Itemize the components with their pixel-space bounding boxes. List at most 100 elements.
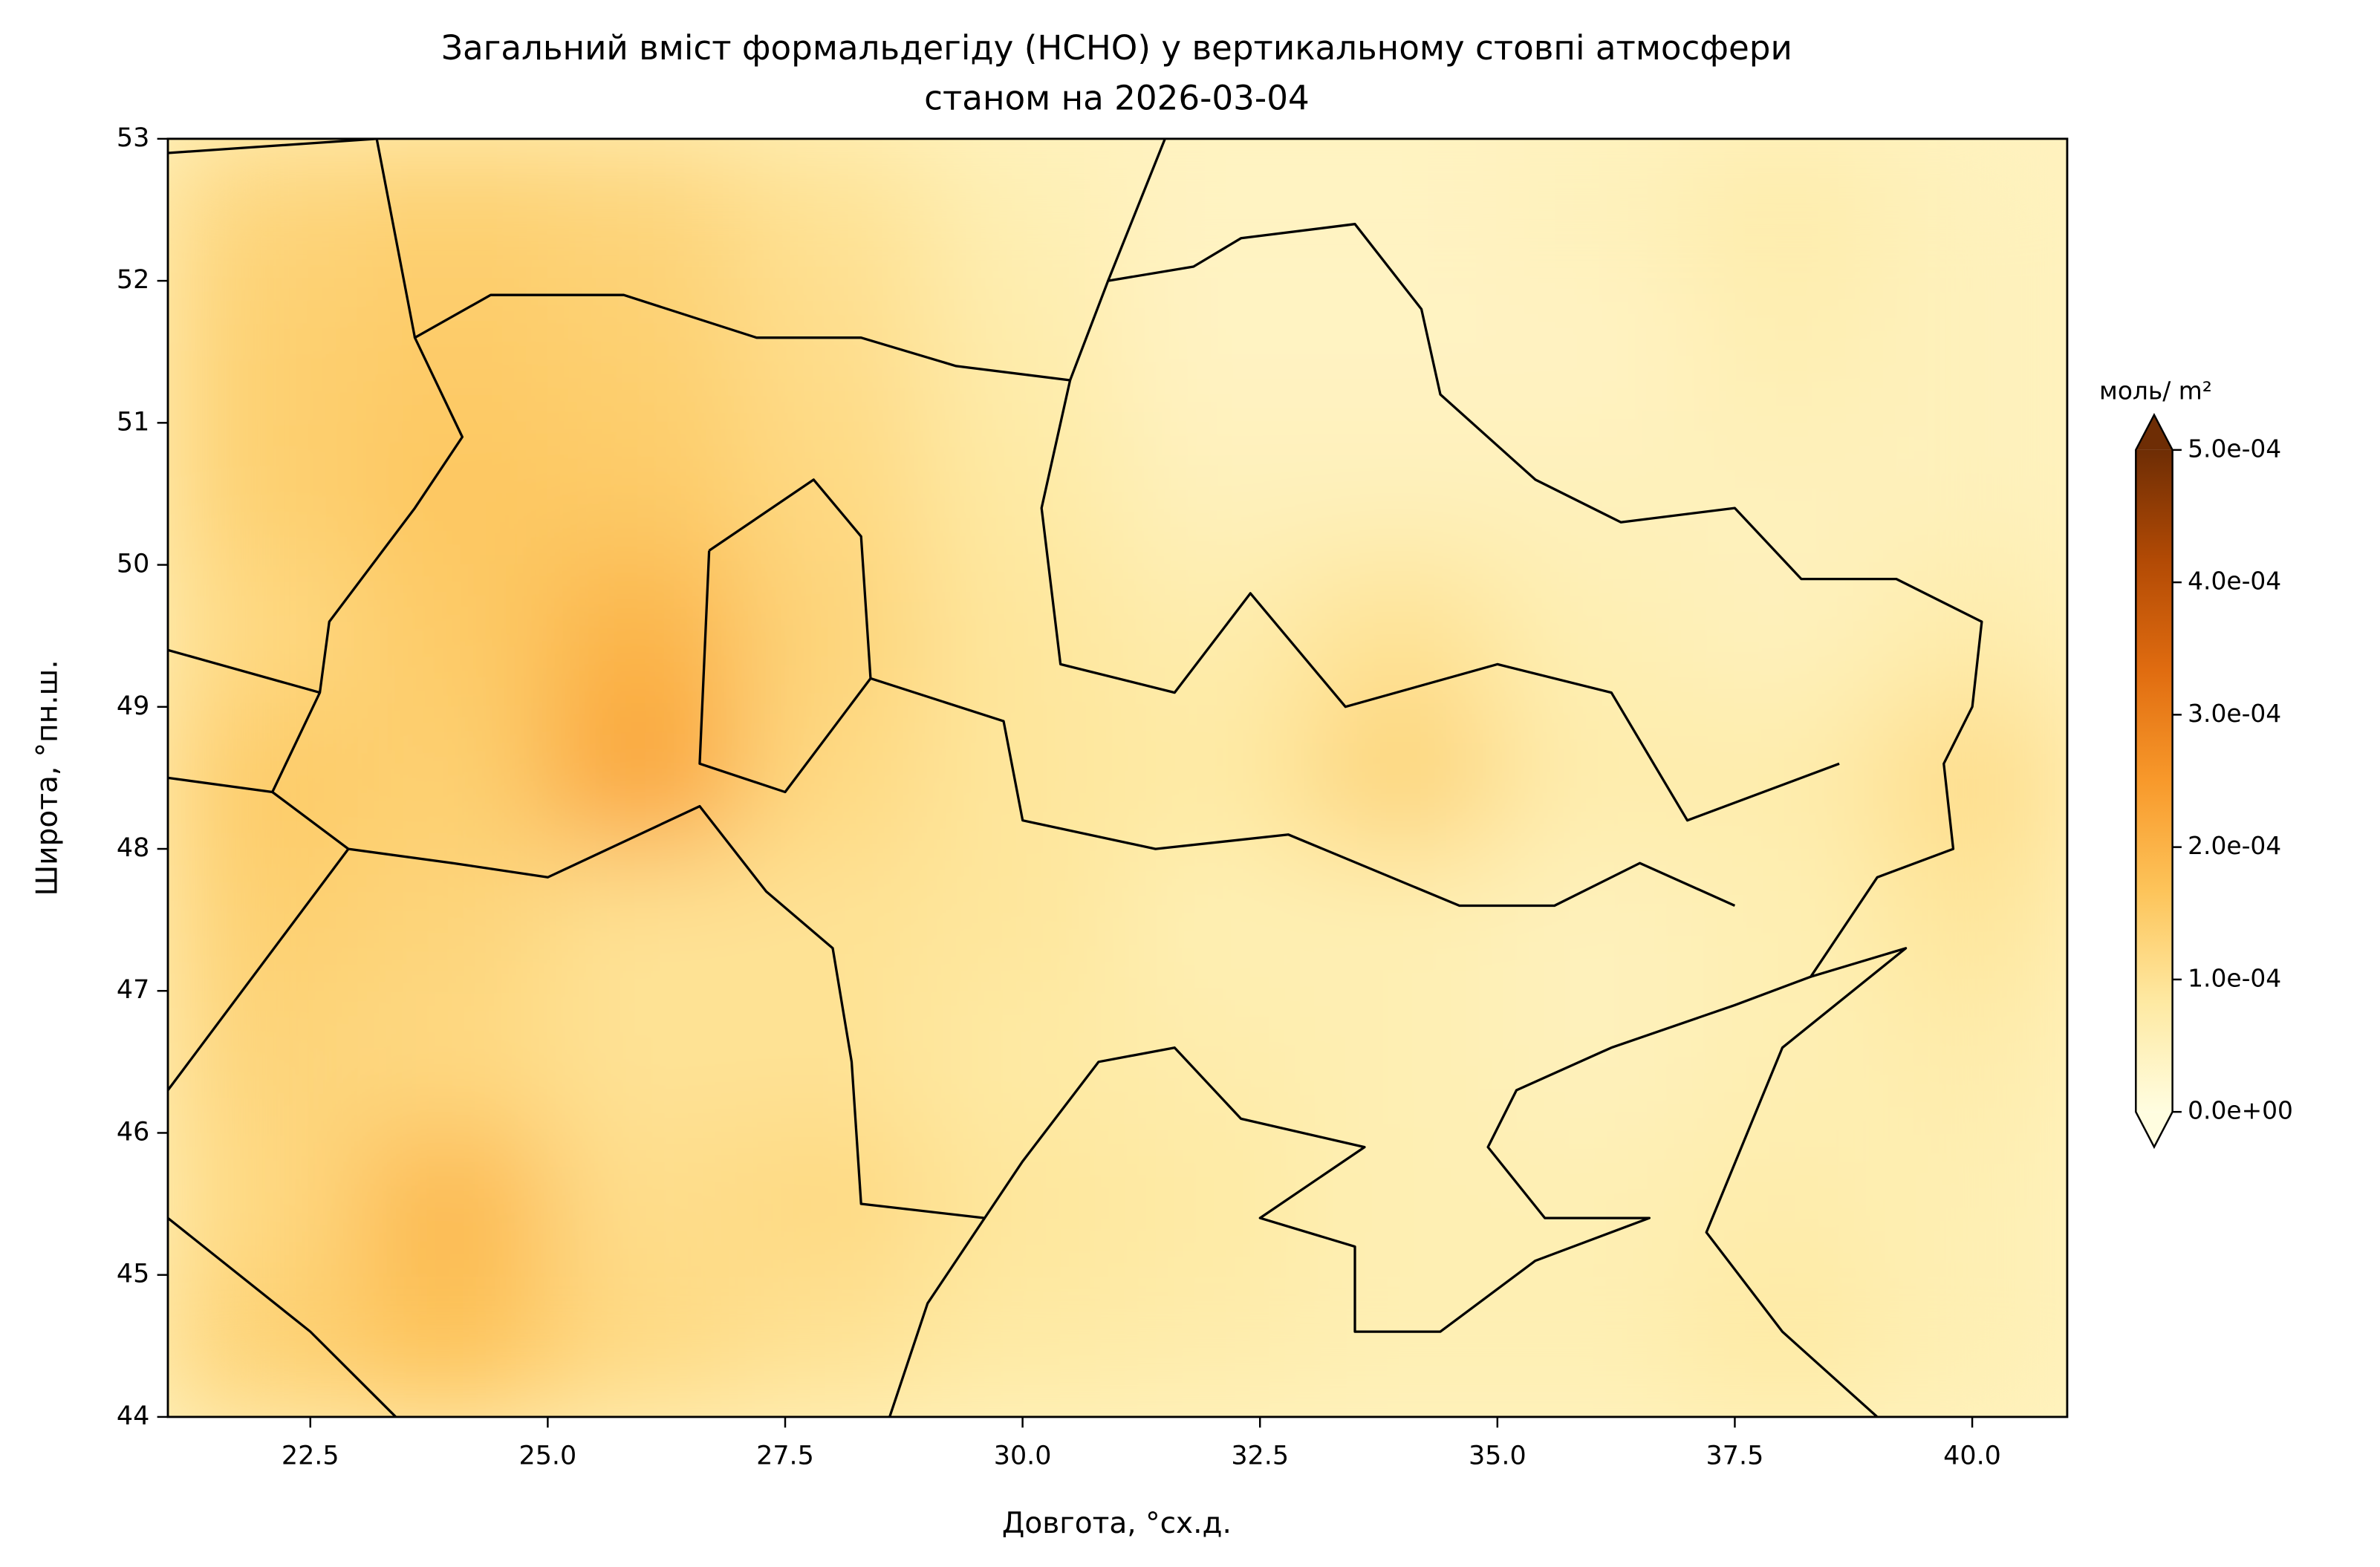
field-cell [1496,564,1688,708]
field-cell [737,847,929,992]
chart-title: станом на 2026-03-04 [924,79,1310,118]
field-cell [357,990,549,1134]
field-cell [926,706,1119,850]
y-tick-label: 46 [117,1117,149,1147]
field-cell [737,422,929,566]
field-cell [1496,280,1688,424]
field-cell [1307,847,1498,992]
field [168,138,2067,1417]
field-cell [1686,990,1879,1134]
colorbar-extend-max [2136,414,2173,450]
y-tick-label: 49 [117,691,149,721]
field-cell [1876,1132,2067,1276]
field-cell [547,564,739,708]
field-cell [1496,706,1688,850]
field-cell [1686,706,1879,850]
colorbar-tick-label: 1.0e-04 [2188,964,2281,992]
field-cell [737,138,929,282]
plot-area [168,138,2067,1417]
field-cell [1876,138,2067,282]
field-cell [1686,1274,1879,1417]
x-tick-label: 37.5 [1706,1441,1764,1470]
country-border [168,776,273,794]
field-cell [1307,1274,1498,1417]
field-cell [547,990,739,1134]
field-cell [357,1274,549,1417]
field-cell [1307,706,1498,850]
colorbar-tick-label: 2.0e-04 [2188,832,2281,860]
field-cell [926,847,1119,992]
field-cell [357,280,549,424]
x-tick-label: 35.0 [1469,1441,1526,1470]
field-cell [547,1274,739,1417]
field-cell [547,422,739,566]
field-cell [1307,280,1498,424]
field-cell [1116,1274,1309,1417]
country-border [888,1217,986,1417]
field-cell [1876,422,2067,566]
field-cell [1686,1132,1879,1276]
coast [1705,947,1908,1417]
field-cell [1876,706,2067,850]
colorbar-extend-min [2136,1112,2173,1147]
field-cell [1307,138,1498,282]
field-cell [737,564,929,708]
field-cell [168,1132,359,1276]
field-cell [1876,564,2067,708]
colorbar-tick-label: 4.0e-04 [2188,567,2281,596]
field-cell [1116,1132,1309,1276]
country-border [375,138,417,339]
x-tick-label: 32.5 [1231,1441,1289,1470]
region-border [870,677,1736,908]
field-cell [168,138,359,282]
x-tick-label: 25.0 [519,1441,577,1470]
field-cell [168,564,359,708]
field-cell [1876,847,2067,992]
x-axis-label: Довгота, °сх.д. [1002,1507,1232,1540]
field-cell [1116,564,1309,708]
field-cell [547,138,739,282]
x-tick-label: 22.5 [282,1441,339,1470]
field-cell [1686,138,1879,282]
field-cell [168,847,359,992]
field-cell [357,138,549,282]
country-border [168,138,377,154]
field-cell [1686,422,1879,566]
field-cell [1686,564,1879,708]
field-cell [926,564,1119,708]
field-cell [1307,990,1498,1134]
field-cell [357,847,549,992]
field-cell [168,990,359,1134]
y-tick-label: 47 [117,975,149,1005]
country-border [168,848,350,1091]
field-cell [926,990,1119,1134]
field-cell [1116,990,1309,1134]
y-axis-label: Широта, °пн.ш. [30,659,64,896]
field-cell [357,564,549,708]
field-cell [168,422,359,566]
field-cell [1876,1274,2067,1417]
field-cell [737,1274,929,1417]
y-tick-label: 45 [117,1260,149,1289]
y-tick-label: 44 [117,1401,149,1431]
field-cell [737,990,929,1134]
field-cell [1496,1132,1688,1276]
colorbar-tick-label: 5.0e-04 [2188,434,2281,463]
field-cell [547,847,739,992]
field-cell [547,706,739,850]
field-cell [737,280,929,424]
field-cell [1116,706,1309,850]
field-cell [547,280,739,424]
field-cell [1496,138,1688,282]
colorbar-tick-label: 0.0e+00 [2188,1097,2293,1125]
field-cell [1686,280,1879,424]
field-cell [168,706,359,850]
field-cell [926,1132,1119,1276]
field-cell [1496,990,1688,1134]
field-cell [357,706,549,850]
colorbar-scale [2136,449,2173,1112]
coast [168,1216,397,1417]
x-tick-label: 30.0 [994,1441,1052,1470]
